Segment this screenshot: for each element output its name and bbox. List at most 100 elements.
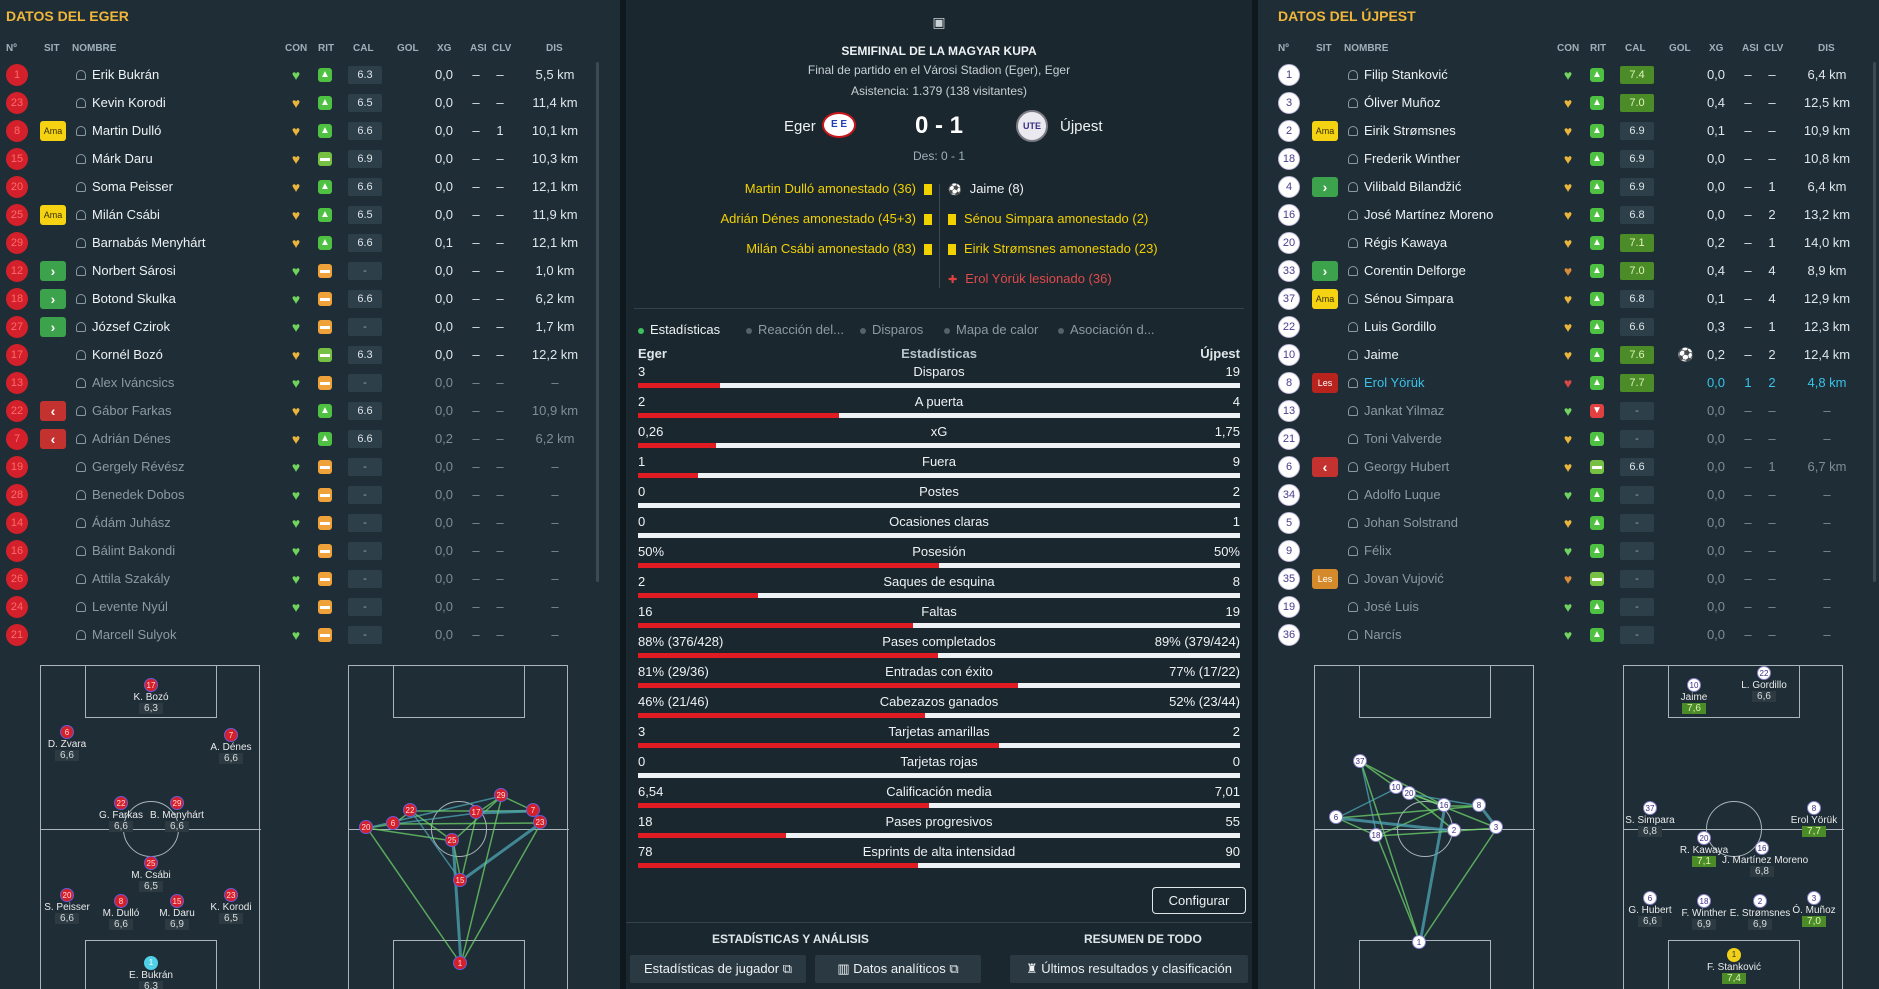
pass-node[interactable]: 1 (1412, 935, 1426, 949)
player-row[interactable]: 17 Kornél Bozó ♥ ▬ 6.3 0,0 – – 12,2 km (0, 341, 600, 369)
player-token[interactable]: 8 Erol Yörük 7,7 (1774, 801, 1854, 837)
player-row[interactable]: 20 Soma Peisser ♥ ▲ 6.6 0,0 – – 12,1 km (0, 173, 600, 201)
player-row[interactable]: 21 Toni Valverde ♥ ▲ - 0,0 – – – (1272, 425, 1872, 453)
player-name[interactable]: Luis Gordillo (1364, 319, 1437, 334)
player-row[interactable]: 14 Ádám Juhász ♥ ▬ - 0,0 – – – (0, 509, 600, 537)
column-header[interactable]: NOMBRE (72, 43, 117, 54)
column-header[interactable]: XG (1709, 43, 1724, 54)
player-token[interactable]: 20 S. Peisser 6,6 (27, 888, 107, 924)
player-row[interactable]: 9 Félix ♥ ▲ - 0,0 – – – (1272, 537, 1872, 565)
pass-node[interactable]: 1 (453, 956, 467, 970)
player-row[interactable]: 34 Adolfo Luque ♥ ▲ - 0,0 – – – (1272, 481, 1872, 509)
player-row[interactable]: 15 Márk Daru ♥ ▬ 6.9 0,0 – – 10,3 km (0, 145, 600, 173)
player-token[interactable]: 23 K. Korodi 6,5 (191, 888, 271, 924)
player-row[interactable]: 20 Régis Kawaya ♥ ▲ 7.1 0,2 – 1 14,0 km (1272, 229, 1872, 257)
player-row[interactable]: 2 Ama Eirik Strømsnes ♥ ▲ 6.9 0,1 – – 10,9 km (1272, 117, 1872, 145)
player-name[interactable]: Soma Peisser (92, 179, 173, 194)
player-name[interactable]: Jovan Vujović (1364, 571, 1444, 586)
player-token[interactable]: 1 E. Bukrán 6,3 (111, 956, 191, 989)
pass-node[interactable]: 29 (494, 788, 508, 802)
tab-1[interactable]: Reacción del... (746, 322, 844, 337)
player-row[interactable]: 8 Ama Martin Dulló ♥ ▲ 6.6 0,0 – 1 10,1 km (0, 117, 600, 145)
player-name[interactable]: Sénou Simpara (1364, 291, 1454, 306)
pass-node[interactable]: 20 (1402, 786, 1416, 800)
column-header[interactable]: GOL (1669, 43, 1691, 54)
player-row[interactable]: 36 Narcís ♥ ▲ - 0,0 – – – (1272, 621, 1872, 649)
player-token[interactable]: 25 M. Csábi 6,5 (111, 856, 191, 892)
column-header[interactable]: SIT (44, 43, 60, 54)
player-row[interactable]: 29 Barnabás Menyhárt ♥ ▲ 6.6 0,1 – – 12,1 km (0, 229, 600, 257)
player-row[interactable]: 1 Filip Stanković ♥ ▲ 7.4 0,0 – – 6,4 km (1272, 61, 1872, 89)
player-name[interactable]: József Czirok (92, 319, 171, 334)
player-row[interactable]: 28 Benedek Dobos ♥ ▬ - 0,0 – – – (0, 481, 600, 509)
player-row[interactable]: 8 Les Erol Yörük ♥ ▲ 7.7 0,0 1 2 4,8 km (1272, 369, 1872, 397)
player-token[interactable]: 37 S. Simpara 6,8 (1610, 801, 1690, 837)
player-row[interactable]: 3 Óliver Muñoz ♥ ▲ 7.0 0,4 – – 12,5 km (1272, 89, 1872, 117)
player-row[interactable]: 27 › József Czirok ♥ ▬ - 0,0 – – 1,7 km (0, 313, 600, 341)
player-name[interactable]: Attila Szakály (92, 571, 171, 586)
player-name[interactable]: Frederik Winther (1364, 151, 1461, 166)
pass-node[interactable]: 25 (445, 833, 459, 847)
analytics-button[interactable]: ▥ Datos analíticos ⧉ (815, 955, 981, 983)
pass-node[interactable]: 2 (1447, 823, 1461, 837)
column-header[interactable]: Nº (6, 43, 17, 54)
player-name[interactable]: Gergely Révész (92, 459, 185, 474)
player-stats-button[interactable]: Estadísticas de jugador ⧉ (630, 955, 806, 983)
player-row[interactable]: 18 › Botond Skulka ♥ ▬ 6.6 0,0 – – 6,2 km (0, 285, 600, 313)
player-row[interactable]: 23 Kevin Korodi ♥ ▲ 6.5 0,0 – – 11,4 km (0, 89, 600, 117)
pass-node[interactable]: 18 (1369, 828, 1383, 842)
player-row[interactable]: 25 Ama Milán Csábi ♥ ▲ 6.5 0,0 – – 11,9 km (0, 201, 600, 229)
player-token[interactable]: 1 F. Stanković 7,4 (1694, 948, 1774, 984)
player-name[interactable]: Benedek Dobos (92, 487, 185, 502)
player-row[interactable]: 19 José Luis ♥ ▲ - 0,0 – – – (1272, 593, 1872, 621)
player-token[interactable]: 18 F. Winther 6,9 (1664, 894, 1744, 930)
pass-node[interactable]: 3 (1489, 820, 1503, 834)
player-row[interactable]: 18 Frederik Winther ♥ ▲ 6.9 0,0 – – 10,8 km (1272, 145, 1872, 173)
player-row[interactable]: 26 Attila Szakály ♥ ▬ - 0,0 – – – (0, 565, 600, 593)
player-row[interactable]: 7 ‹ Adrián Dénes ♥ ▲ 6.6 0,2 – – 6,2 km (0, 425, 600, 453)
home-list-scrollbar[interactable] (596, 62, 599, 582)
column-header[interactable]: RIT (1590, 43, 1607, 54)
tab-2[interactable]: Disparos (860, 322, 923, 337)
column-header[interactable]: GOL (397, 43, 419, 54)
player-name[interactable]: Levente Nyúl (92, 599, 168, 614)
away-list-scrollbar[interactable] (1873, 62, 1876, 582)
tab-0[interactable]: Estadísticas (638, 322, 720, 337)
player-name[interactable]: Erol Yörük (1364, 375, 1425, 390)
pass-node[interactable]: 17 (469, 805, 483, 819)
player-name[interactable]: Jaime (1364, 347, 1399, 362)
player-name[interactable]: Botond Skulka (92, 291, 176, 306)
player-name[interactable]: Narcís (1364, 627, 1402, 642)
column-header[interactable]: RIT (318, 43, 335, 54)
pass-node[interactable]: 16 (1437, 798, 1451, 812)
player-row[interactable]: 16 José Martínez Moreno ♥ ▲ 6.8 0,0 – 2 13,2 km (1272, 201, 1872, 229)
column-header[interactable]: ASI (1742, 43, 1759, 54)
player-row[interactable]: 24 Levente Nyúl ♥ ▬ - 0,0 – – – (0, 593, 600, 621)
player-token[interactable]: 8 M. Dulló 6,6 (81, 894, 161, 930)
player-name[interactable]: Georgy Hubert (1364, 459, 1450, 474)
player-name[interactable]: Johan Solstrand (1364, 515, 1458, 530)
player-name[interactable]: Adrián Dénes (92, 431, 171, 446)
results-button[interactable]: ♜ Últimos resultados y clasificación (1010, 955, 1248, 983)
player-row[interactable]: 21 Marcell Sulyok ♥ ▬ - 0,0 – – – (0, 621, 600, 649)
player-name[interactable]: Régis Kawaya (1364, 235, 1448, 250)
pass-node[interactable]: 6 (386, 816, 400, 830)
player-row[interactable]: 13 Alex Iváncsics ♥ ▬ - 0,0 – – – (0, 369, 600, 397)
player-row[interactable]: 5 Johan Solstrand ♥ ▲ - 0,0 – – – (1272, 509, 1872, 537)
player-token[interactable]: 6 D. Zvara 6,6 (27, 725, 107, 761)
player-token[interactable]: 20 R. Kawaya 7,1 (1664, 831, 1744, 867)
player-token[interactable]: 6 G. Hubert 6,6 (1610, 891, 1690, 927)
player-token[interactable]: 15 M. Daru 6,9 (137, 894, 217, 930)
player-name[interactable]: Corentin Delforge (1364, 263, 1466, 278)
player-row[interactable]: 12 › Norbert Sárosi ♥ ▬ - 0,0 – – 1,0 km (0, 257, 600, 285)
column-header[interactable]: ASI (470, 43, 487, 54)
player-name[interactable]: Óliver Muñoz (1364, 95, 1441, 110)
pass-node[interactable]: 22 (403, 803, 417, 817)
player-name[interactable]: Milán Csábi (92, 207, 160, 222)
column-header[interactable]: CON (285, 43, 308, 54)
pass-node[interactable]: 20 (359, 820, 373, 834)
column-header[interactable]: XG (437, 43, 452, 54)
player-name[interactable]: Kornél Bozó (92, 347, 163, 362)
home-team-name[interactable]: Eger (784, 118, 816, 135)
player-name[interactable]: Vilibald Bilandžić (1364, 179, 1462, 194)
